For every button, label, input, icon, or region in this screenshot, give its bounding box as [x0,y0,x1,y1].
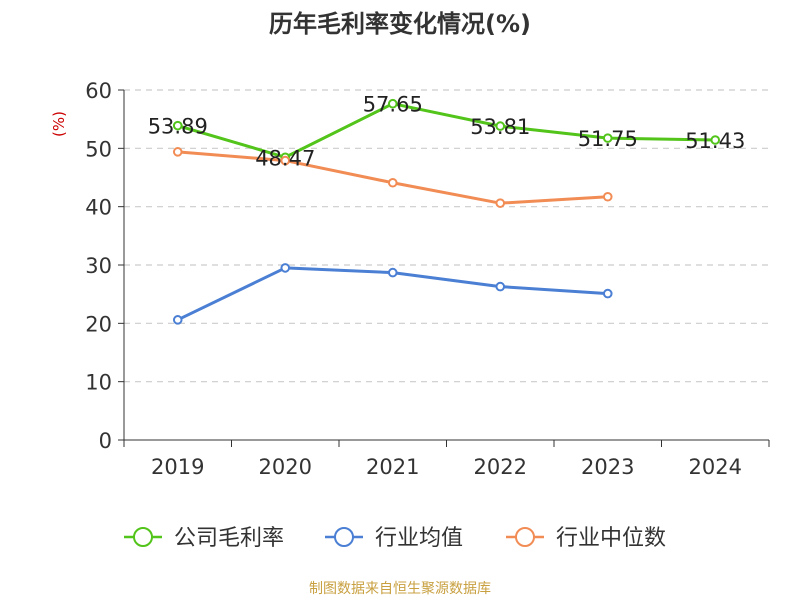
series-line-0 [177,102,716,159]
data-label: 53.89 [148,115,208,139]
y-tick-label: 0 [99,429,112,453]
data-point [495,281,506,292]
series-lines [172,98,721,325]
data-point [172,120,183,131]
data-point [172,147,183,157]
x-tick-label: 2024 [689,455,742,479]
data-point [387,177,398,188]
x-tick-label: 2021 [366,455,419,479]
data-point [602,191,613,202]
legend: 公司毛利率 行业均值 行业中位数 [124,526,666,551]
x-tick-label: 2020 [259,455,312,479]
legend-label: 公司毛利率 [174,526,284,551]
data-label: 57.65 [363,93,423,117]
data-label: 48.47 [255,146,315,170]
data-label: 53.81 [470,115,530,139]
series-line-2 [177,150,608,205]
data-point [387,98,398,109]
x-tick-label: 2019 [151,455,204,479]
data-point [602,133,613,143]
x-tick-label: 2022 [474,455,527,479]
y-tick-label: 40 [85,196,112,220]
data-point [602,288,613,299]
data-point [495,198,506,208]
data-labels: 53.89 48.47 57.65 53.81 51.75 51.43 [148,93,746,171]
y-tick-label: 30 [85,254,112,278]
y-tick-label: 10 [85,371,112,395]
legend-swatch-marker [133,527,153,547]
y-tick-label: 50 [85,137,112,161]
data-point [172,315,183,325]
y-axis-label: (%) [50,111,68,137]
legend-label: 行业均值 [375,526,463,551]
x-tick-label: 2023 [581,455,634,479]
axes: 0 10 20 30 40 50 60 2019 2020 2021 2022 2023 2024 [85,79,770,479]
data-point [280,263,291,273]
y-tick-label: 20 [85,312,112,336]
data-point [495,121,506,131]
legend-swatch-marker [515,527,535,547]
data-point [280,155,291,166]
chart-title: 历年毛利率变化情况(%) [269,10,531,38]
data-label: 51.75 [578,127,638,151]
data-point [710,135,721,145]
legend-swatch-marker [334,527,354,547]
source-note: 制图数据来自恒生聚源数据库 [309,581,491,597]
data-point [387,267,398,278]
grid-lines [124,89,769,383]
data-label: 51.43 [685,129,745,153]
legend-label: 行业中位数 [556,526,666,551]
y-tick-label: 60 [85,79,112,103]
